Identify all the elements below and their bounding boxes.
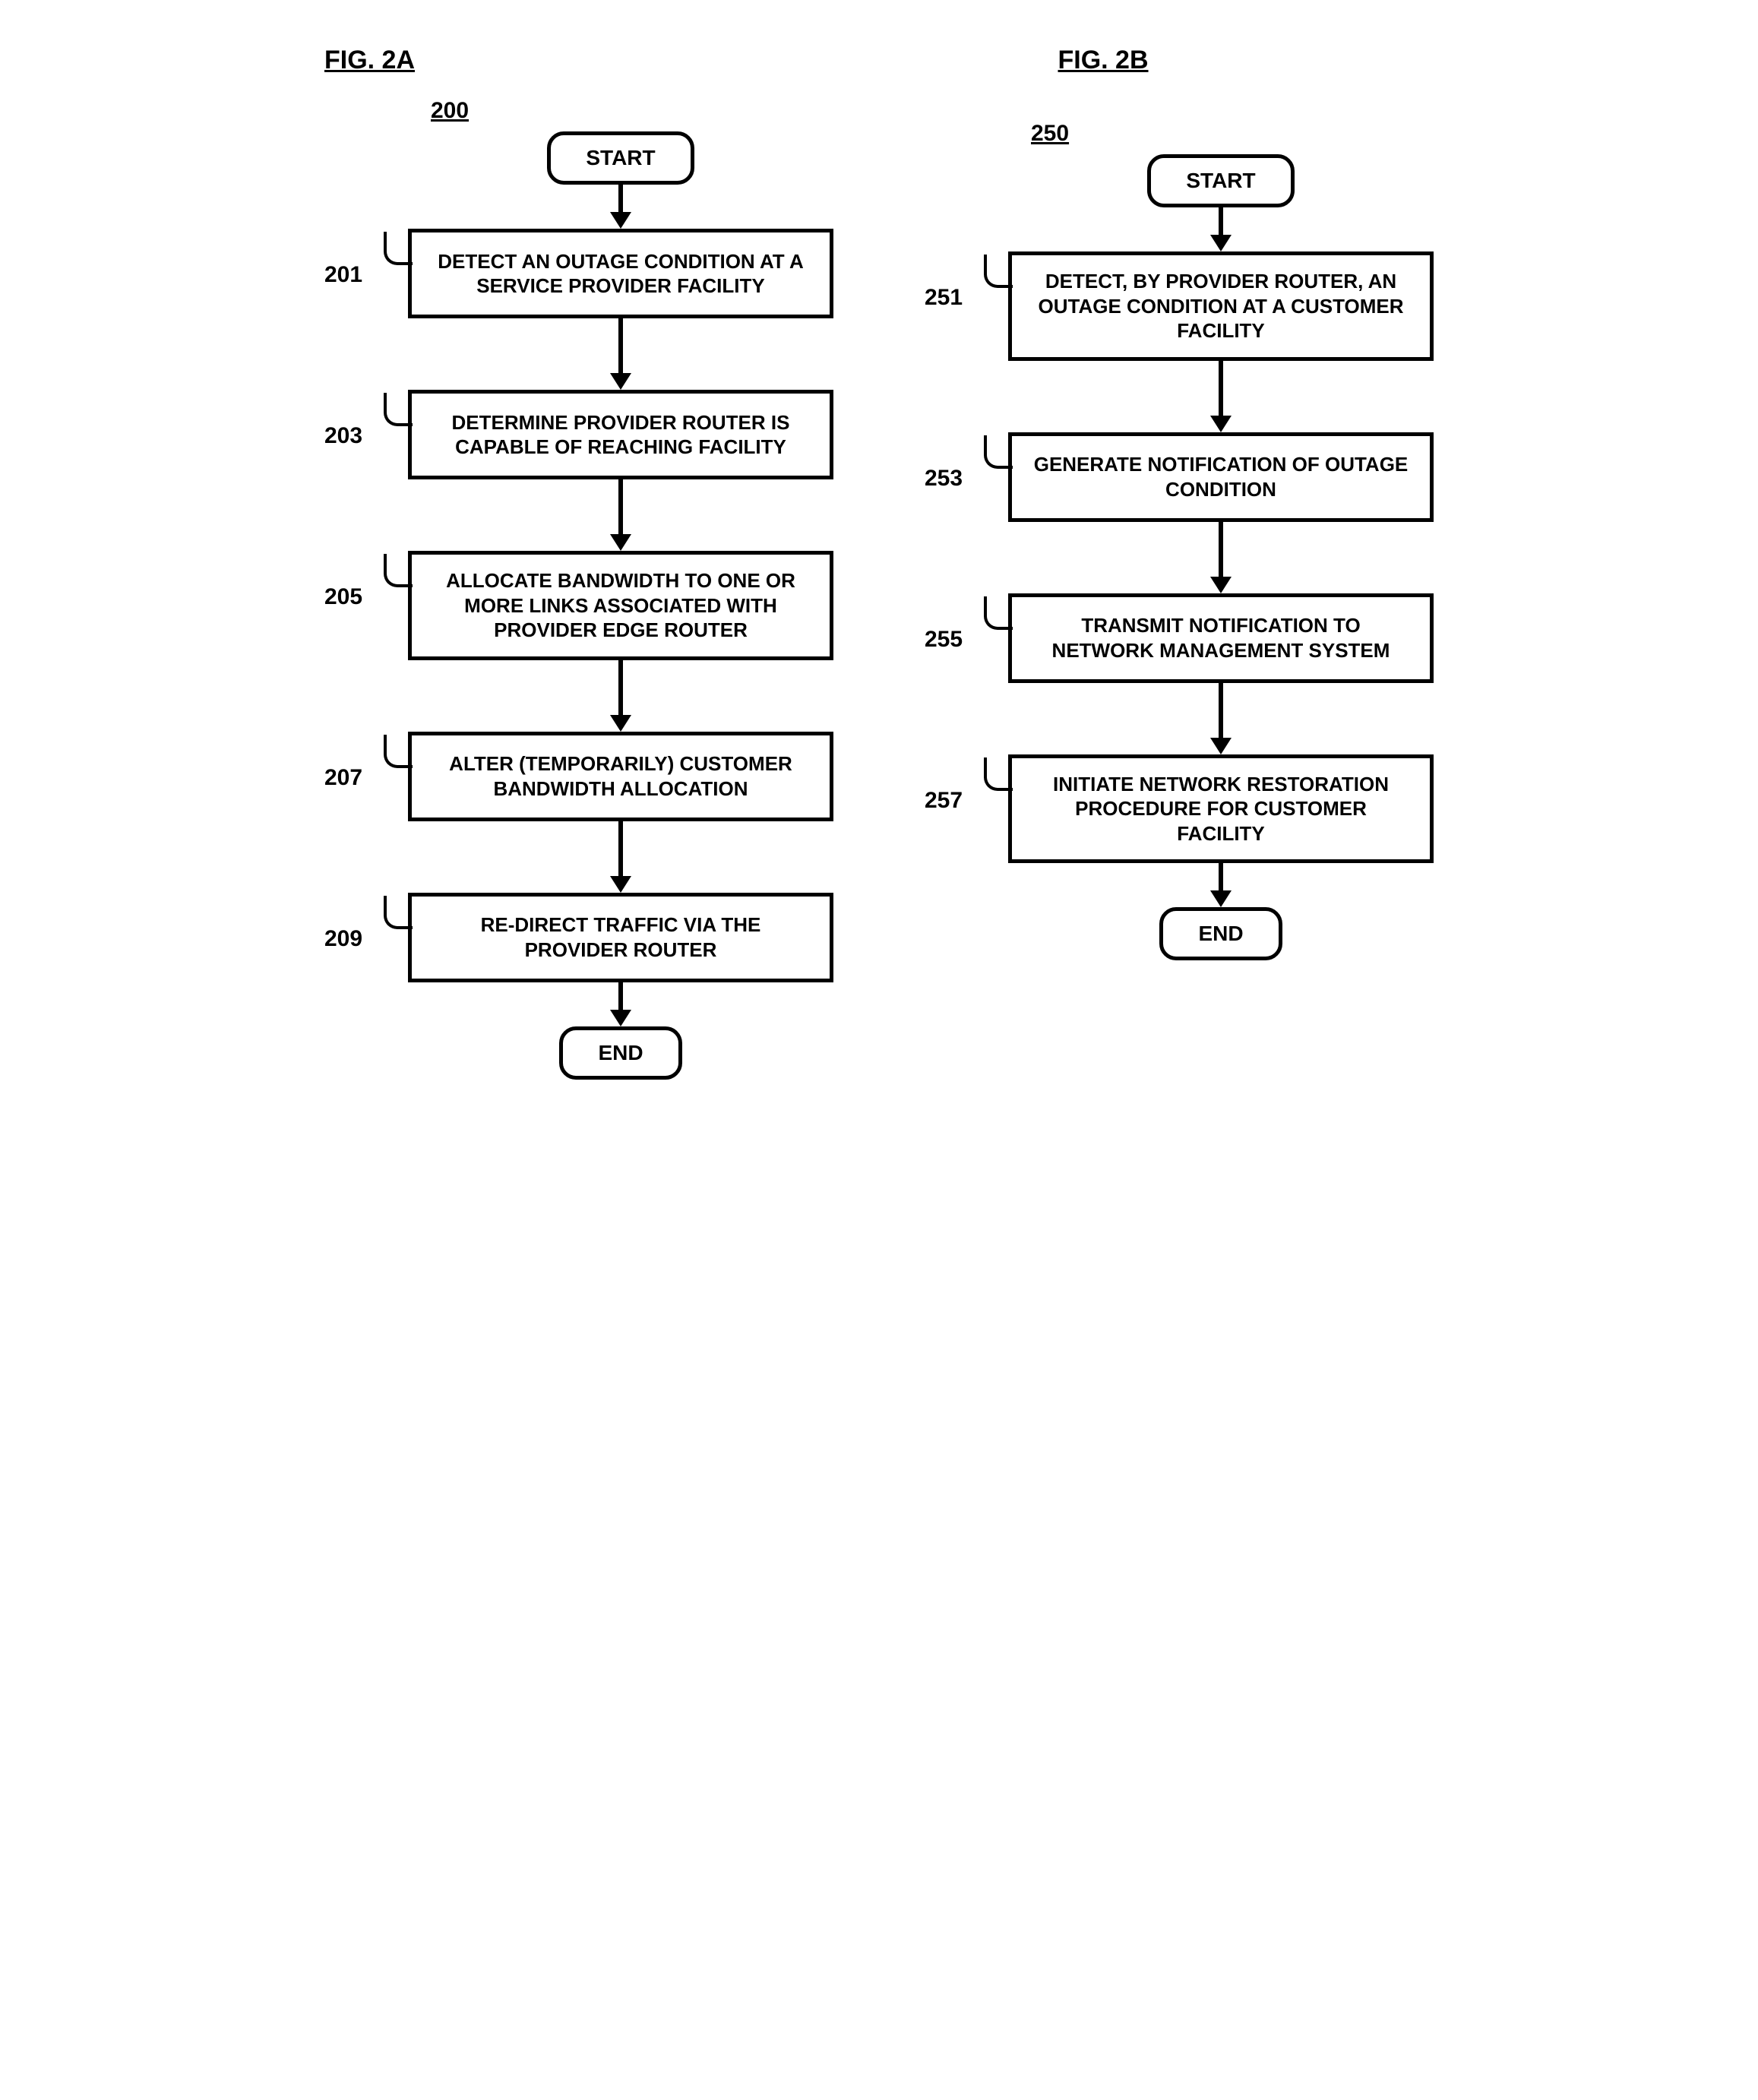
fig-2a-column: FIG. 2A 200 START 201DETECT AN OUTAGE CON… [324,46,833,1080]
process-box: TRANSMIT NOTIFICATION TO NETWORK MANAGEM… [1008,593,1434,683]
end-terminal: END [1159,907,1282,960]
flow-arrow [925,207,1434,251]
flow-step: 207ALTER (TEMPORARILY) CUSTOMER BANDWIDT… [324,732,833,821]
flow-arrow [324,185,833,229]
flow-step: 203DETERMINE PROVIDER ROUTER IS CAPABLE … [324,390,833,479]
end-terminal: END [559,1026,681,1080]
step-number: 253 [925,432,1008,492]
step-number: 209 [324,893,408,952]
page: FIG. 2A 200 START 201DETECT AN OUTAGE CON… [30,46,1728,1080]
process-box: RE-DIRECT TRAFFIC VIA THE PROVIDER ROUTE… [408,893,833,982]
step-number: 205 [324,551,408,610]
flow-step: 257INITIATE NETWORK RESTORATION PROCEDUR… [925,754,1434,864]
start-terminal: START [547,131,694,185]
step-number: 203 [324,390,408,449]
flow-arrow [925,683,1434,754]
process-box: DETECT AN OUTAGE CONDITION AT A SERVICE … [408,229,833,318]
flow-step: 251DETECT, BY PROVIDER ROUTER, AN OUTAGE… [925,251,1434,361]
flow-arrow [925,863,1434,907]
fig-2a-label: FIG. 2A [324,46,415,75]
flow-step: 205ALLOCATE BANDWIDTH TO ONE OR MORE LIN… [324,551,833,660]
process-box: ALTER (TEMPORARILY) CUSTOMER BANDWIDTH A… [408,732,833,821]
flow-arrow [324,821,833,893]
flow-arrow [324,660,833,732]
fig-2a-ref: 200 [431,98,469,124]
process-box: INITIATE NETWORK RESTORATION PROCEDURE F… [1008,754,1434,864]
step-number: 255 [925,593,1008,653]
step-number: 251 [925,251,1008,311]
flow-arrow [324,982,833,1026]
step-number: 257 [925,754,1008,814]
flow-arrow [324,479,833,551]
step-number: 201 [324,229,408,288]
flow-arrow [925,522,1434,593]
fig-2b-label: FIG. 2B [1058,46,1148,75]
process-box: GENERATE NOTIFICATION OF OUTAGE CONDITIO… [1008,432,1434,522]
process-box: DETERMINE PROVIDER ROUTER IS CAPABLE OF … [408,390,833,479]
fig-2b-flow: START 251DETECT, BY PROVIDER ROUTER, AN O… [925,154,1434,960]
flow-arrow [324,318,833,390]
process-box: ALLOCATE BANDWIDTH TO ONE OR MORE LINKS … [408,551,833,660]
flow-step: 253GENERATE NOTIFICATION OF OUTAGE CONDI… [925,432,1434,522]
step-number: 207 [324,732,408,791]
flow-step: 209RE-DIRECT TRAFFIC VIA THE PROVIDER RO… [324,893,833,982]
fig-2b-column: FIG. 2B 250 START 251DETECT, BY PROVIDER … [925,46,1434,960]
flow-step: 255TRANSMIT NOTIFICATION TO NETWORK MANA… [925,593,1434,683]
process-box: DETECT, BY PROVIDER ROUTER, AN OUTAGE CO… [1008,251,1434,361]
fig-2a-flow: START 201DETECT AN OUTAGE CONDITION AT A … [324,131,833,1080]
fig-2b-inner: 250 START 251DETECT, BY PROVIDER ROUTER, … [925,121,1434,960]
flow-step: 201DETECT AN OUTAGE CONDITION AT A SERVI… [324,229,833,318]
start-terminal: START [1147,154,1294,207]
flow-arrow [925,361,1434,432]
fig-2b-ref: 250 [1031,121,1069,147]
